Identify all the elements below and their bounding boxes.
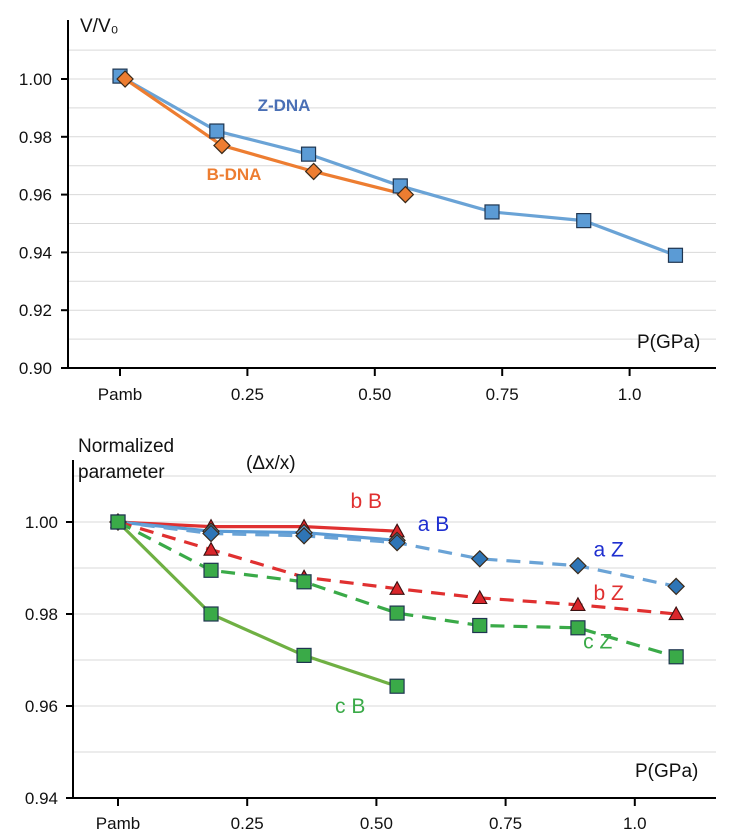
- y-axis-label: V/V₀: [80, 16, 119, 37]
- chart-panel-1: 0.90 0.92 0.94 0.96 0.98 1.00 Pamb 0.25 0.50 0.75…: [19, 16, 716, 404]
- series-annotation: a Z: [593, 539, 624, 562]
- series-annotation: c B: [335, 695, 365, 718]
- data-point-a-z: [667, 577, 685, 596]
- data-point-c-b: [110, 514, 126, 530]
- data-point-b-dna: [116, 70, 134, 88]
- data-point-b-z: [471, 589, 488, 605]
- x-tick-label: 0.75: [489, 814, 522, 833]
- data-point-a-z: [388, 533, 406, 552]
- y-tick-label: 0.94: [25, 789, 58, 808]
- y-tick-label: 0.98: [25, 605, 58, 624]
- data-point-c-b: [203, 606, 219, 622]
- data-point-a-z: [569, 556, 587, 575]
- series-annotation: c Z: [583, 631, 612, 654]
- x-axis-label: P(GPa): [635, 761, 698, 782]
- data-point-b-dna: [213, 136, 231, 155]
- chart-panel-2: 0.94 0.96 0.98 1.00 Pamb 0.25 0.50 0.75 1.0 Norma…: [25, 436, 716, 833]
- data-point-z-dna: [300, 146, 317, 162]
- series-line-b-dna: [124, 77, 406, 197]
- data-point-b-z: [668, 605, 685, 621]
- x-tick-label: 0.50: [360, 814, 393, 833]
- series-annotation: b Z: [593, 582, 624, 605]
- data-point-c-z: [296, 574, 312, 590]
- y-tick-label: 0.96: [25, 697, 58, 716]
- series-line-c-b: [116, 520, 398, 688]
- data-point-b-z: [389, 580, 406, 595]
- x-tick-label: 1.0: [623, 814, 647, 833]
- data-point-a-z: [470, 549, 489, 568]
- x-tick-label: Pamb: [98, 385, 142, 404]
- y-tick-label: 0.90: [19, 359, 52, 378]
- data-point-z-dna: [576, 213, 592, 229]
- y-axis-label-extra: (Δx/x): [246, 453, 296, 474]
- series-annotation: b B: [351, 490, 383, 513]
- x-tick-label: 1.0: [618, 385, 642, 404]
- x-tick-label: 0.25: [231, 385, 264, 404]
- y-tick-label: 1.00: [19, 70, 52, 89]
- y-axis-label: Normalized: [78, 436, 174, 457]
- data-point-a-z: [295, 526, 313, 545]
- series-line-b-b: [117, 520, 398, 533]
- y-tick-label: 0.94: [19, 243, 52, 262]
- x-tick-label: 0.50: [358, 385, 391, 404]
- x-tick-label: Pamb: [96, 814, 140, 833]
- x-tick-label: 0.75: [486, 385, 519, 404]
- data-point-c-z: [472, 617, 488, 634]
- data-point-c-z: [389, 605, 405, 621]
- series-annotation: a B: [418, 513, 450, 536]
- series-line-a-b: [117, 520, 398, 542]
- y-tick-label: 0.96: [19, 186, 52, 205]
- data-point-b-z: [570, 596, 586, 611]
- y-axis-label-line2: parameter: [78, 462, 165, 483]
- data-point-c-z: [570, 620, 586, 636]
- data-point-c-b: [389, 678, 405, 694]
- data-point-c-z: [203, 562, 219, 578]
- data-point-b-dna: [396, 185, 415, 204]
- data-point-z-dna: [667, 247, 684, 263]
- data-point-z-dna: [484, 204, 500, 220]
- y-tick-label: 0.98: [19, 128, 52, 147]
- series-annotation: Z-DNA: [258, 96, 311, 115]
- x-axis-label: P(GPa): [637, 332, 700, 353]
- series-annotation: B-DNA: [207, 165, 262, 184]
- y-tick-label: 1.00: [25, 513, 58, 532]
- data-point-b-z: [203, 541, 219, 556]
- data-point-z-dna: [209, 123, 225, 139]
- y-tick-label: 0.92: [19, 301, 52, 320]
- data-point-c-z: [668, 649, 684, 665]
- data-point-c-b: [296, 647, 312, 664]
- data-point-b-dna: [304, 162, 323, 181]
- x-tick-label: 0.25: [231, 814, 264, 833]
